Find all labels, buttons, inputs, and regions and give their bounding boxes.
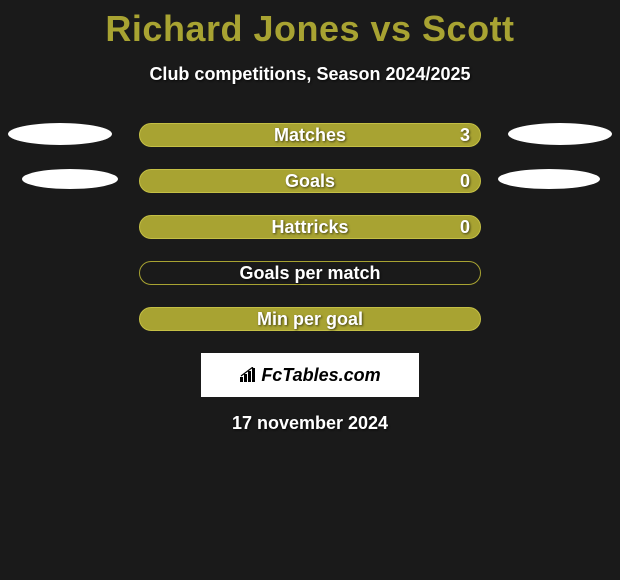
stat-value: 0 <box>460 171 470 192</box>
infographic-container: Richard Jones vs Scott Club competitions… <box>0 0 620 434</box>
stat-row-goals: Goals 0 <box>0 169 620 193</box>
stat-value: 3 <box>460 125 470 146</box>
decor-ellipse-right <box>508 123 612 145</box>
stat-row-hattricks: Hattricks 0 <box>0 215 620 239</box>
decor-ellipse-left <box>22 169 118 189</box>
stat-row-matches: Matches 3 <box>0 123 620 147</box>
stat-label: Goals <box>285 171 335 192</box>
stat-label: Min per goal <box>257 309 363 330</box>
stat-row-goals-per-match: Goals per match <box>0 261 620 285</box>
logo: FcTables.com <box>239 365 380 386</box>
logo-box: FcTables.com <box>201 353 419 397</box>
stat-value: 0 <box>460 217 470 238</box>
stat-bar: Matches 3 <box>139 123 481 147</box>
page-title: Richard Jones vs Scott <box>0 0 620 50</box>
date-text: 17 november 2024 <box>0 413 620 434</box>
stat-label: Hattricks <box>271 217 348 238</box>
decor-ellipse-right <box>498 169 600 189</box>
stat-bar: Hattricks 0 <box>139 215 481 239</box>
subtitle: Club competitions, Season 2024/2025 <box>0 64 620 85</box>
stat-bar: Goals 0 <box>139 169 481 193</box>
stat-bar: Goals per match <box>139 261 481 285</box>
stat-row-min-per-goal: Min per goal <box>0 307 620 331</box>
stat-rows: Matches 3 Goals 0 Hattricks 0 Goals per … <box>0 123 620 331</box>
stat-label: Matches <box>274 125 346 146</box>
logo-text: FcTables.com <box>261 365 380 386</box>
stat-bar: Min per goal <box>139 307 481 331</box>
stat-label: Goals per match <box>239 263 380 284</box>
bar-chart-icon <box>239 367 259 383</box>
decor-ellipse-left <box>8 123 112 145</box>
